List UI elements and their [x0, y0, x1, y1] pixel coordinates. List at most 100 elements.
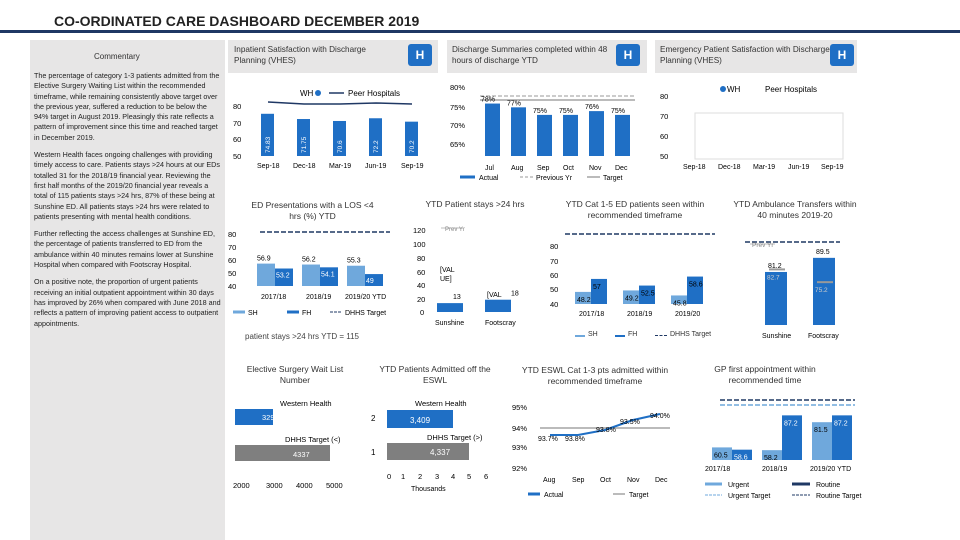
ytick: 100	[413, 240, 426, 249]
fh-bar	[275, 268, 293, 286]
xtick: 2019/20 YTD	[810, 466, 851, 473]
sh-bar	[302, 264, 320, 286]
xtick: Jun-19	[365, 163, 387, 170]
cat15-chart: 80 70 60 50 40 48.257 2017/18 49.252.5 2018…	[550, 233, 715, 318]
xtick: Dec-18	[718, 164, 741, 171]
legend-actual: Actual	[479, 175, 499, 182]
esu-target-label: DHHS Target (<)	[285, 435, 341, 444]
discharge-chart: 80% 75% 70% 65% 78% Jul 77% Aug 75% Sep 75% Oct…	[450, 83, 635, 182]
gp-chart: 60.5 58.6 58.2 87.2 81.5 87.2 2017/18 2018/19…	[705, 399, 861, 500]
ytick: 94%	[512, 424, 527, 433]
legend-routine: Routine	[816, 482, 840, 489]
fh-label: 57	[593, 284, 601, 291]
cat13-chart: 95% 94% 93% 92% 93.7% 93.8% 93.8% 93.5% …	[512, 403, 670, 499]
ytick: 40	[228, 282, 236, 291]
prev-yr-marker	[817, 281, 833, 284]
prev-label: 82.7	[767, 274, 780, 281]
ytick: 92%	[512, 464, 527, 473]
xtick: Oct	[563, 165, 574, 172]
sh-bar	[257, 263, 275, 286]
bar-label: 13	[453, 294, 461, 301]
ytick: 50	[233, 152, 241, 161]
urgent-label: 81.5	[814, 427, 828, 434]
xtick: 4000	[296, 481, 313, 490]
legend-peer: Peer Hospitals	[348, 89, 400, 98]
legend-wh-dot	[315, 90, 321, 96]
stays-bar	[437, 303, 463, 312]
prev-yr-label: Prev Yr	[752, 242, 774, 249]
ytick: 60	[550, 271, 558, 280]
xtick: Nov	[627, 477, 640, 484]
cat15-title: YTD Cat 1-5 ED patients seen within reco…	[565, 199, 705, 220]
bar-label: 78%	[481, 97, 495, 104]
xtick: 2017/18	[579, 311, 604, 318]
legend-actual: Actual	[544, 492, 564, 499]
ytick: 80	[550, 242, 558, 251]
xtick: 4	[451, 472, 455, 481]
xtick: Sep-18	[683, 164, 706, 171]
sh-label: 45.8	[673, 300, 687, 307]
fh-bar	[591, 278, 607, 304]
legend-peer: Peer Hospitals	[765, 85, 817, 94]
xtick: Dec-18	[293, 163, 316, 170]
commentary-heading: Commentary	[94, 52, 140, 61]
inpatient-bar	[261, 113, 274, 156]
inpatient-bar	[297, 119, 310, 156]
amb-chart: Prev Yr 81.2 82.7 89.5 75.2 Sunshine Footsc…	[745, 241, 840, 340]
xtick: Dec	[615, 165, 628, 172]
fh-bar	[639, 285, 655, 304]
legend-urgent: Urgent	[728, 482, 749, 489]
ytick: 60	[417, 268, 425, 277]
stays-bar	[485, 299, 511, 312]
eswl-title: YTD Patients Admitted off the ESWL	[379, 364, 491, 385]
legend-target: DHHS Target	[670, 331, 712, 338]
legend-prev: Previous Yr	[536, 175, 573, 182]
actual-bar	[537, 114, 552, 156]
actual-bar	[563, 114, 578, 156]
xtick: 2017/18	[261, 294, 286, 301]
fh-label: 53.2	[276, 273, 290, 280]
urgent-bar	[762, 450, 782, 460]
esu-chart: Western Health 3291 DHHS Target (<) 4337…	[233, 399, 343, 490]
sh-label: 49.2	[625, 295, 639, 302]
wh-bar	[235, 409, 273, 425]
xtick: Jun-19	[788, 164, 810, 171]
bar-label: 75%	[611, 108, 625, 115]
target-bar	[387, 443, 469, 460]
ytick: 80	[660, 92, 668, 101]
bar-label: 75%	[533, 108, 547, 115]
esu-wh-label: Western Health	[280, 399, 332, 408]
xtick: 5000	[326, 481, 343, 490]
ytick: 70	[228, 243, 236, 252]
xtick: Jul	[485, 165, 494, 172]
discharge-header	[447, 40, 647, 73]
sh-bar	[347, 265, 365, 286]
bar-label: 81.2	[768, 263, 782, 270]
point-label: 93.8%	[565, 436, 585, 443]
target-bar	[235, 445, 330, 461]
xtick: 2	[418, 472, 422, 481]
xtick: Sep-19	[821, 164, 844, 171]
inpatient-title: Inpatient Satisfaction with Discharge Pl…	[234, 45, 366, 65]
legend-routine-target: Routine Target	[816, 493, 861, 500]
routine-bar	[832, 415, 852, 460]
xtick: Footscray	[485, 320, 516, 327]
eswl-chart: 2 1 Western Health 3,409 DHHS Target (>)…	[371, 399, 488, 493]
legend-fh: FH	[302, 310, 311, 317]
xtick: Sep-19	[401, 163, 424, 170]
sh-label: 56.2	[302, 257, 316, 264]
ytick: 60	[233, 135, 241, 144]
wh-value: 3291	[262, 413, 279, 422]
target-value: 4337	[293, 450, 310, 459]
urgent-bar	[812, 422, 832, 460]
legend-urgent-target: Urgent Target	[728, 493, 770, 500]
ytick: 2	[371, 414, 376, 423]
bar-label: 76%	[585, 104, 599, 111]
wh-logo-icon: H	[616, 44, 640, 66]
prev-label: 75.2	[815, 287, 828, 294]
fh-bar	[687, 276, 703, 304]
bar-label: 72.2	[373, 140, 380, 153]
wh-logo-icon: H	[830, 44, 854, 66]
xtick: Mar-19	[329, 163, 351, 170]
ed-sat-header	[655, 40, 857, 73]
